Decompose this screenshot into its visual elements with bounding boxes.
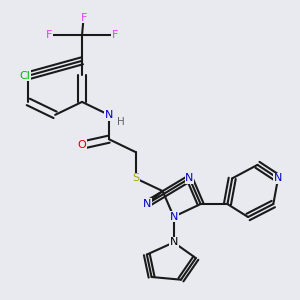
Text: N: N <box>185 173 194 183</box>
Text: N: N <box>169 237 178 248</box>
Text: Cl: Cl <box>20 71 31 81</box>
Text: N: N <box>143 199 151 209</box>
Text: O: O <box>78 140 86 150</box>
Text: F: F <box>80 13 87 22</box>
Text: N: N <box>169 212 178 222</box>
Text: S: S <box>132 173 139 183</box>
Text: H: H <box>117 117 125 128</box>
Text: F: F <box>46 30 52 40</box>
Text: N: N <box>274 173 282 183</box>
Text: F: F <box>112 30 119 40</box>
Text: N: N <box>105 110 113 120</box>
